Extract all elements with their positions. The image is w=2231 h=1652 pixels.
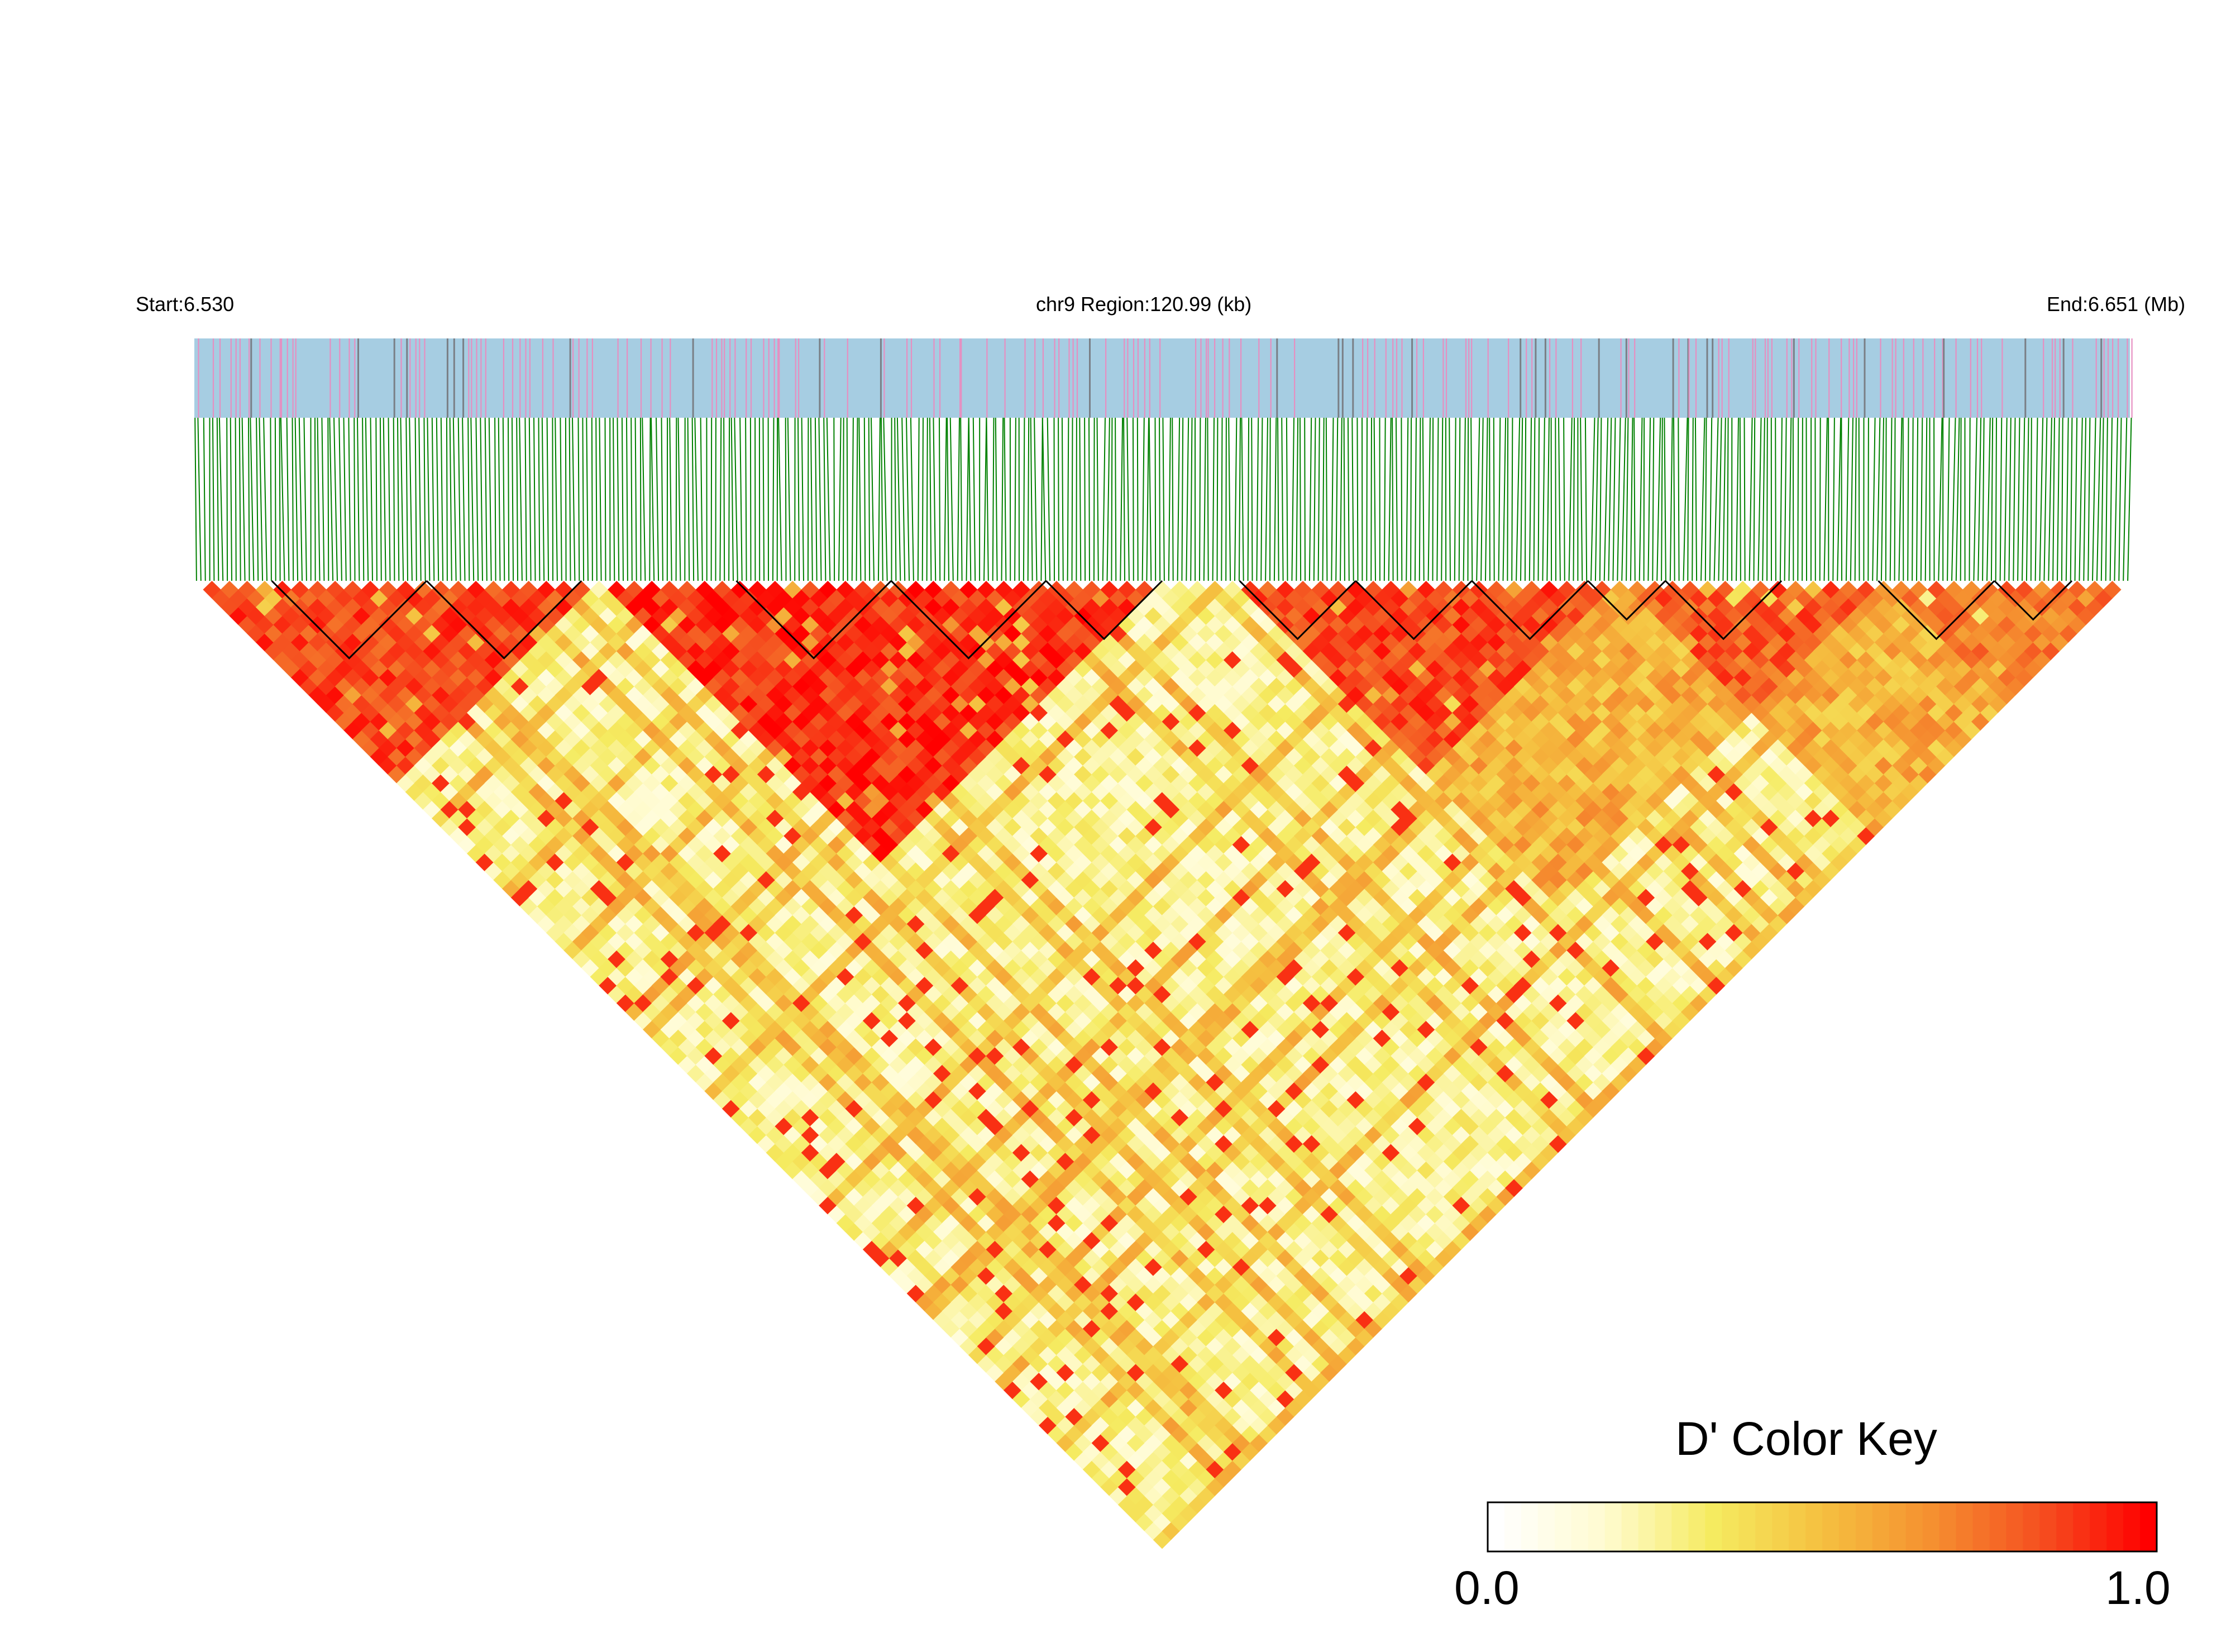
ld-cell — [713, 581, 732, 599]
ld-cell — [1276, 581, 1294, 599]
ld-cell — [220, 581, 239, 599]
ld-cell — [432, 581, 450, 599]
ld-cell — [519, 581, 538, 599]
ld-cell — [290, 581, 309, 599]
ld-cell — [1241, 581, 1259, 599]
ld-cell — [255, 581, 274, 599]
ld-cell — [1293, 581, 1312, 599]
ld-cell — [1171, 581, 1189, 599]
ld-cell — [449, 581, 467, 599]
ld-cell — [695, 581, 714, 599]
ld-cell — [1030, 581, 1048, 599]
ld-cell — [1188, 581, 1207, 599]
ld-cell — [871, 581, 890, 599]
ld-cell — [766, 581, 784, 599]
ld-cell — [889, 581, 907, 599]
ld-cell — [625, 581, 643, 599]
ld-cell — [537, 581, 556, 599]
ld-cell — [308, 581, 327, 599]
ld-cell — [801, 581, 819, 599]
ld-cell — [326, 581, 345, 599]
ld-cell — [1012, 581, 1031, 599]
ld-cell — [1082, 581, 1101, 599]
ld-cell — [379, 581, 397, 599]
ld-cell — [924, 581, 943, 599]
ld-cell — [995, 581, 1013, 599]
ld-cell — [396, 581, 415, 599]
ld-heatmap-cells — [203, 581, 2122, 1549]
ld-cell — [555, 581, 573, 599]
ld-cell — [1065, 581, 1083, 599]
ld-cell — [484, 581, 503, 599]
ld-cell — [238, 581, 256, 599]
ld-cell — [854, 581, 872, 599]
ld-cell — [467, 581, 485, 599]
ld-cell — [414, 581, 432, 599]
ld-cell — [1329, 581, 1348, 599]
ld-cell — [730, 581, 749, 599]
ld-cell — [1258, 581, 1277, 599]
ld-cell — [1206, 581, 1224, 599]
ld-cell — [590, 581, 608, 599]
ld-cell — [1135, 581, 1154, 599]
ld-cell — [1100, 581, 1119, 599]
ld-cell — [273, 581, 292, 599]
ld-cell — [748, 581, 767, 599]
ld-cell — [660, 581, 679, 599]
ld-cell — [1311, 581, 1330, 599]
ld-cell — [1223, 581, 1242, 599]
ld-cell — [959, 581, 978, 599]
ld-cell — [1117, 581, 1136, 599]
ld-cell — [678, 581, 696, 599]
ld-cell — [836, 581, 854, 599]
ld-cell — [906, 581, 925, 599]
ld-cell — [343, 581, 362, 599]
ld-cell — [502, 581, 520, 599]
ld-cell — [784, 581, 802, 599]
ld-cell — [1047, 581, 1066, 599]
ld-cell — [608, 581, 626, 599]
ld-cell — [977, 581, 996, 599]
ld-cell — [942, 581, 960, 599]
ld-cell — [361, 581, 380, 599]
ld-cell — [643, 581, 661, 599]
ld-cell — [819, 581, 837, 599]
ld-cell — [203, 581, 221, 599]
